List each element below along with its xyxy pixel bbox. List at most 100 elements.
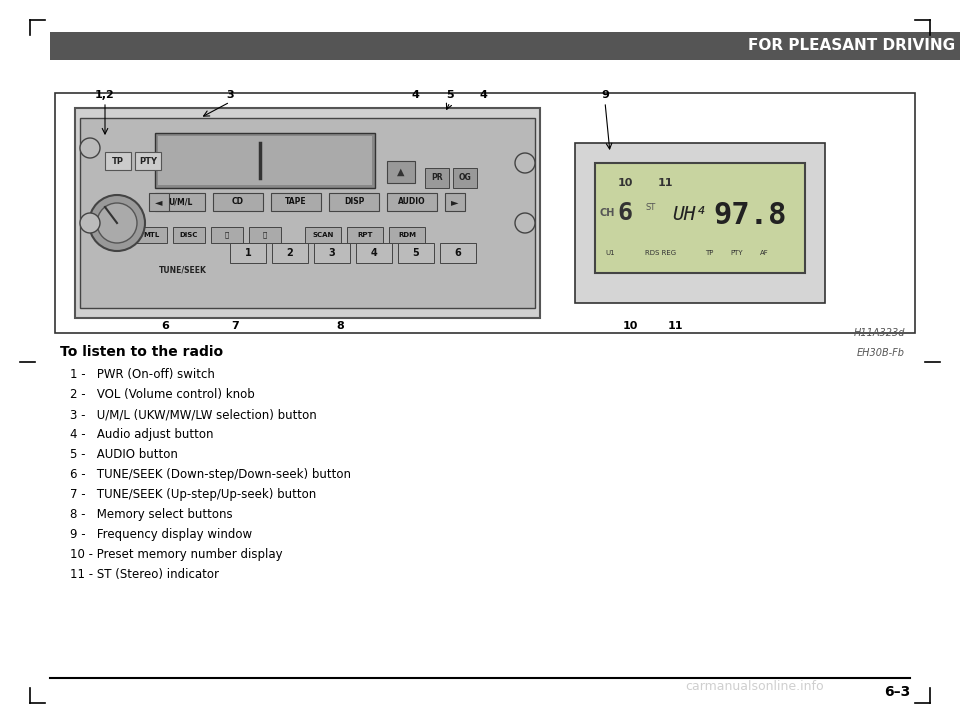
Text: ⏮: ⏮: [225, 231, 229, 239]
Text: 11: 11: [658, 178, 673, 188]
Text: CD: CD: [232, 197, 244, 207]
Bar: [155, 133, 375, 188]
Bar: [158, 136, 372, 185]
Text: 6: 6: [161, 321, 169, 331]
Text: 7: 7: [231, 321, 239, 331]
Text: 7 -   TUNE/SEEK (Up-step/Up-seek) button: 7 - TUNE/SEEK (Up-step/Up-seek) button: [70, 488, 316, 501]
Text: RDM: RDM: [398, 232, 416, 238]
Text: 4: 4: [479, 90, 487, 100]
Bar: [387, 193, 437, 211]
Circle shape: [97, 203, 137, 243]
Bar: [149, 193, 169, 211]
Bar: [329, 193, 379, 211]
Bar: [440, 243, 476, 263]
Bar: [425, 168, 449, 188]
Bar: [213, 193, 263, 211]
Bar: [50, 32, 960, 60]
Text: 2 -   VOL (Volume control) knob: 2 - VOL (Volume control) knob: [70, 388, 254, 401]
Text: 1 -   PWR (On-off) switch: 1 - PWR (On-off) switch: [70, 368, 215, 381]
Text: 6–3: 6–3: [884, 685, 910, 699]
Text: SCAN: SCAN: [312, 232, 334, 238]
Text: 2: 2: [287, 248, 294, 258]
Text: CH: CH: [600, 208, 615, 218]
Circle shape: [80, 138, 100, 158]
Text: ⏭: ⏭: [263, 231, 267, 239]
Bar: [80, 118, 535, 308]
Text: 10: 10: [617, 178, 633, 188]
Text: 8: 8: [336, 321, 344, 331]
Text: 6: 6: [455, 248, 462, 258]
Text: 8 -   Memory select buttons: 8 - Memory select buttons: [70, 508, 232, 521]
Bar: [173, 227, 205, 243]
Bar: [55, 93, 915, 333]
Text: 4: 4: [371, 248, 377, 258]
Text: AUDIO: AUDIO: [398, 197, 426, 207]
Text: PTY: PTY: [730, 250, 743, 256]
Text: 4 -   Audio adjust button: 4 - Audio adjust button: [70, 428, 213, 441]
Bar: [249, 227, 281, 243]
Text: DISP: DISP: [344, 197, 364, 207]
Circle shape: [80, 213, 100, 233]
Text: To listen to the radio: To listen to the radio: [60, 345, 223, 359]
Text: UH⁴: UH⁴: [672, 205, 708, 225]
Text: 4: 4: [411, 90, 419, 100]
Text: PR: PR: [431, 174, 443, 182]
Text: 10: 10: [622, 321, 637, 331]
Text: TUNE/SEEK: TUNE/SEEK: [159, 265, 207, 275]
Bar: [453, 168, 477, 188]
Text: TP: TP: [705, 250, 713, 256]
Text: FOR PLEASANT DRIVING: FOR PLEASANT DRIVING: [748, 38, 955, 54]
Text: TAPE: TAPE: [285, 197, 307, 207]
Circle shape: [89, 195, 145, 251]
Text: carmanualsonline.info: carmanualsonline.info: [685, 680, 825, 693]
Bar: [135, 227, 167, 243]
Bar: [305, 227, 341, 243]
Circle shape: [515, 153, 535, 173]
Text: RDS REG: RDS REG: [645, 250, 676, 256]
Bar: [272, 243, 308, 263]
Text: 3: 3: [227, 90, 234, 100]
Text: ▲: ▲: [397, 167, 405, 177]
Bar: [347, 227, 383, 243]
Text: EH30B-Fb: EH30B-Fb: [857, 348, 905, 358]
Bar: [230, 243, 266, 263]
Text: 1: 1: [245, 248, 252, 258]
Text: DISC: DISC: [180, 232, 198, 238]
Bar: [445, 193, 465, 211]
Text: U/M/L: U/M/L: [168, 197, 192, 207]
Text: 5 -   AUDIO button: 5 - AUDIO button: [70, 448, 178, 461]
Text: 97.8: 97.8: [713, 200, 787, 229]
Bar: [575, 143, 825, 303]
Bar: [271, 193, 321, 211]
Text: 11 - ST (Stereo) indicator: 11 - ST (Stereo) indicator: [70, 568, 219, 581]
Text: 6 -   TUNE/SEEK (Down-step/Down-seek) button: 6 - TUNE/SEEK (Down-step/Down-seek) butt…: [70, 468, 351, 481]
Bar: [387, 161, 415, 183]
Bar: [211, 227, 243, 243]
Text: TP: TP: [112, 156, 124, 166]
Text: 6: 6: [617, 201, 633, 225]
Text: ◄: ◄: [156, 197, 163, 207]
Text: 1,2: 1,2: [95, 90, 115, 100]
Text: 9: 9: [601, 90, 609, 100]
Text: 11: 11: [667, 321, 683, 331]
Bar: [135, 152, 161, 170]
Text: AF: AF: [760, 250, 769, 256]
Text: 10 - Preset memory number display: 10 - Preset memory number display: [70, 548, 282, 561]
Bar: [314, 243, 350, 263]
Bar: [389, 227, 425, 243]
Bar: [595, 163, 805, 273]
Bar: [155, 193, 205, 211]
Text: 3 -   U/M/L (UKW/MW/LW selection) button: 3 - U/M/L (UKW/MW/LW selection) button: [70, 408, 317, 421]
Text: MTL: MTL: [143, 232, 159, 238]
Bar: [398, 243, 434, 263]
Text: U1: U1: [605, 250, 614, 256]
Text: 9 -   Frequency display window: 9 - Frequency display window: [70, 528, 252, 541]
Text: ST: ST: [645, 203, 656, 213]
Bar: [75, 108, 540, 318]
Text: 5: 5: [413, 248, 420, 258]
Text: 3: 3: [328, 248, 335, 258]
Circle shape: [515, 213, 535, 233]
Text: H11A323d: H11A323d: [853, 328, 905, 338]
Text: RPT: RPT: [357, 232, 372, 238]
Bar: [356, 243, 392, 263]
